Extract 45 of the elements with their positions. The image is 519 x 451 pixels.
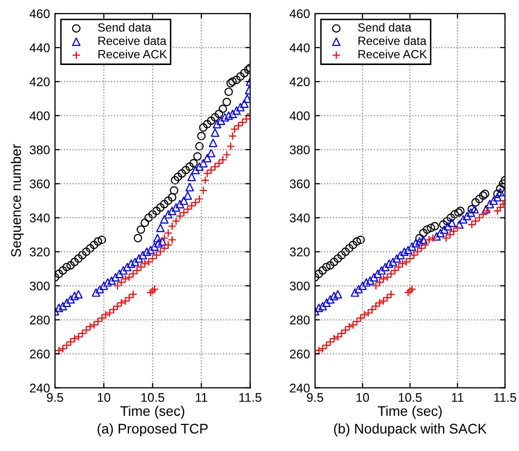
legend-label: Receive ACK [358,50,427,58]
y-tick-label: 440 [30,43,50,52]
y-tick-label: 380 [30,145,50,154]
y-tick-label: 380 [290,145,310,154]
x-tick-label: 9.5 [46,393,64,402]
y-tick-label: 240 [30,384,50,393]
x-axis-title: Time (sec) [120,406,184,419]
x-axis-title: Time (sec) [378,406,442,419]
x-tick-label: 11 [196,393,208,402]
y-tick-label: 340 [30,214,50,222]
legend-label: Receive data [98,36,166,46]
y-tick-label: 280 [30,316,50,324]
y-tick-label: 460 [30,9,50,18]
y-tick-label: 240 [290,384,310,393]
y-tick-label: 360 [30,179,50,188]
x-tick-label: 10 [356,393,369,402]
y-tick-label: 300 [30,282,50,290]
y-tick-label: 320 [290,248,310,256]
text: (b) Nodupack with SACK [334,423,487,436]
x-tick-label: 9.5 [306,393,324,402]
y-tick-label: 360 [290,179,310,188]
y-tick-label: 440 [290,43,310,52]
legend-label: Receive ACK [98,50,167,58]
text: (a) Proposed TCP [98,423,208,436]
x-tick-label: 11.5 [239,393,262,402]
y-tick-label: 320 [30,248,50,256]
x-tick-label: 10 [98,393,110,402]
y-tick-label: 460 [290,9,310,18]
x-tick-label: 10.5 [398,393,422,402]
x-tick-label: 11.5 [494,393,516,402]
x-tick-label: 10.5 [141,393,164,402]
legend-label: Send data [98,22,152,32]
y-tick-label: 340 [290,214,310,222]
legend-label: Send data [358,22,412,32]
legend-label: Receive data [358,36,426,46]
y-tick-label: 400 [30,111,50,120]
y-tick-label: 300 [290,282,310,290]
y-tick-label: 420 [30,77,50,86]
y-axis-title: Sequence number [10,144,24,257]
y-tick-label: 260 [290,350,310,358]
y-tick-label: 400 [290,111,310,120]
y-tick-label: 280 [290,316,310,324]
y-tick-label: 260 [30,350,50,358]
x-tick-label: 11 [452,393,464,402]
y-tick-label: 420 [290,77,310,86]
